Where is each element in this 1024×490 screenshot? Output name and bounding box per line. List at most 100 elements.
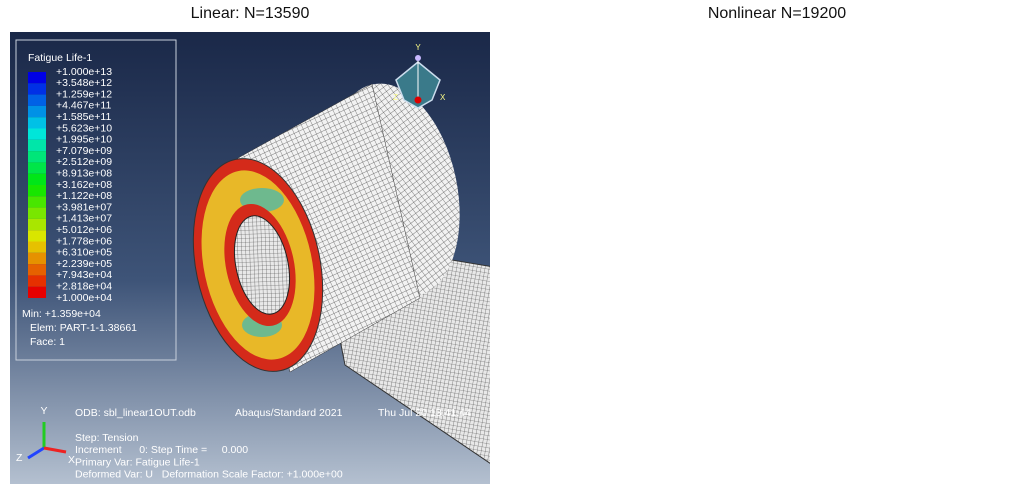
model-back-face (839, 71, 1005, 308)
viewport-background (537, 32, 1017, 484)
view-cube-x: X (440, 93, 446, 102)
min-value: Min: +1.359e+04 (22, 308, 101, 320)
legend-label: +5.623e+10 (583, 122, 639, 134)
face: Face: 1 (30, 336, 65, 348)
view-cube-origin (942, 97, 949, 104)
legend-title: Fatigue Life-1 (555, 52, 619, 64)
legend-label: +1.000e+04 (583, 292, 639, 304)
odb-name: ODB: sblNLbwOUT.odb (602, 407, 712, 419)
element: Elem: PART-1-1.38661 (30, 322, 137, 334)
legend-label: +1.122e+08 (56, 190, 112, 202)
model-front-inner (741, 197, 833, 332)
triad-z: Z (543, 452, 550, 464)
legend-swatch (555, 219, 573, 230)
legend-swatch (28, 252, 46, 265)
legend-swatch (555, 162, 573, 173)
viewport: Fatigue Life-1 +1.000e+13+3.548e+12+1.259… (10, 32, 490, 484)
legend-swatch (555, 140, 573, 151)
triad-x: X (595, 454, 602, 466)
legend-swatch (28, 139, 46, 152)
triad-y: Y (567, 405, 574, 417)
step-info: Deformed Var: U Deformation Scale Factor… (75, 469, 343, 481)
model-front-band (712, 160, 858, 370)
legend-swatch (28, 264, 46, 276)
legend-label: +8.913e+08 (56, 167, 112, 179)
odb-name: ODB: sbl_linear1OUT.odb (75, 407, 196, 419)
legend-swatch (28, 173, 46, 185)
legend-label: +6.310e+05 (583, 247, 639, 259)
triad-x: X (68, 454, 75, 466)
legend-label: +1.000e+13 (583, 66, 639, 78)
legend-label: +7.079e+09 (583, 145, 639, 157)
legend-label: +1.778e+06 (56, 235, 112, 247)
step-info: Increment 0: Step Time = 0.000 (602, 444, 775, 456)
legend-label: +1.995e+10 (56, 134, 112, 146)
step-info: Step: Tension (75, 432, 139, 444)
legend-swatch (555, 208, 573, 219)
legend-swatch (555, 185, 573, 196)
legend-label: +1.585e+11 (583, 111, 638, 123)
element: Elem: PART-1-1.38519 (557, 322, 664, 334)
legend-swatch (28, 241, 46, 253)
triad-x-axis (571, 448, 593, 452)
legend-swatch (28, 185, 46, 197)
legend-label: +8.913e+08 (583, 167, 639, 179)
legend-swatch (28, 128, 46, 140)
model-front-hot-1 (767, 188, 811, 212)
model-arm (847, 238, 1024, 470)
viewport-title: Linear: N=13590 (191, 5, 310, 22)
legend-label: +1.259e+12 (56, 88, 112, 100)
model-cylinder (765, 84, 947, 372)
legend-swatch (28, 275, 46, 287)
legend-label: +2.239e+05 (583, 258, 639, 270)
legend-label: +2.818e+04 (583, 280, 639, 292)
legend-label: +3.548e+12 (583, 77, 639, 89)
legend-label: +4.467e+11 (583, 100, 638, 112)
legend-label: +1.585e+11 (56, 111, 111, 123)
model-hole (234, 215, 290, 315)
legend-swatch (555, 287, 573, 298)
triad-z: Z (16, 452, 23, 464)
view-cube-z: Z (393, 93, 398, 102)
legend-title: Fatigue Life-1 (28, 52, 92, 64)
legend-label: +1.122e+08 (583, 190, 639, 202)
face: Face: 1 (557, 336, 592, 348)
legend-swatch (28, 72, 46, 84)
legend-swatch (28, 94, 46, 106)
legend-swatch (555, 275, 573, 286)
view-cube-top (415, 55, 421, 61)
legend-swatch (555, 242, 573, 253)
legend-swatch (28, 151, 46, 163)
view-cube-y: Y (942, 43, 948, 52)
triad-x-axis (43, 446, 67, 454)
legend-swatch (28, 230, 46, 242)
legend-swatch (555, 129, 573, 140)
legend-swatch (28, 207, 46, 219)
legend-swatch (555, 106, 573, 117)
legend-swatch (555, 230, 573, 241)
step-info: Step: Tension (602, 432, 666, 444)
legend-swatch (555, 196, 573, 207)
legend-label: +3.981e+07 (583, 201, 639, 213)
legend-swatch (28, 162, 46, 174)
legend-label: +2.239e+05 (56, 258, 112, 270)
legend-label: +1.778e+06 (583, 235, 639, 247)
step-info: Primary Var: Fatigue Life-1 (75, 456, 200, 468)
legend-swatch (555, 151, 573, 162)
legend-box (543, 40, 703, 360)
legend-label: +1.995e+10 (583, 134, 639, 146)
legend-label: +7.079e+09 (56, 145, 112, 157)
legend-swatch (28, 117, 46, 129)
view-cube-origin (414, 96, 422, 104)
legend-swatch (28, 83, 46, 95)
legend-label: +3.162e+08 (583, 179, 639, 191)
legend-label: +3.162e+08 (56, 179, 112, 191)
solver-version: Abaqus/Standard 2021 (235, 407, 343, 419)
legend-swatch (555, 174, 573, 185)
legend-label: +3.548e+12 (56, 77, 112, 89)
model-hole (753, 211, 825, 320)
legend-label: +3.981e+07 (56, 201, 112, 213)
legend-swatch (555, 117, 573, 128)
